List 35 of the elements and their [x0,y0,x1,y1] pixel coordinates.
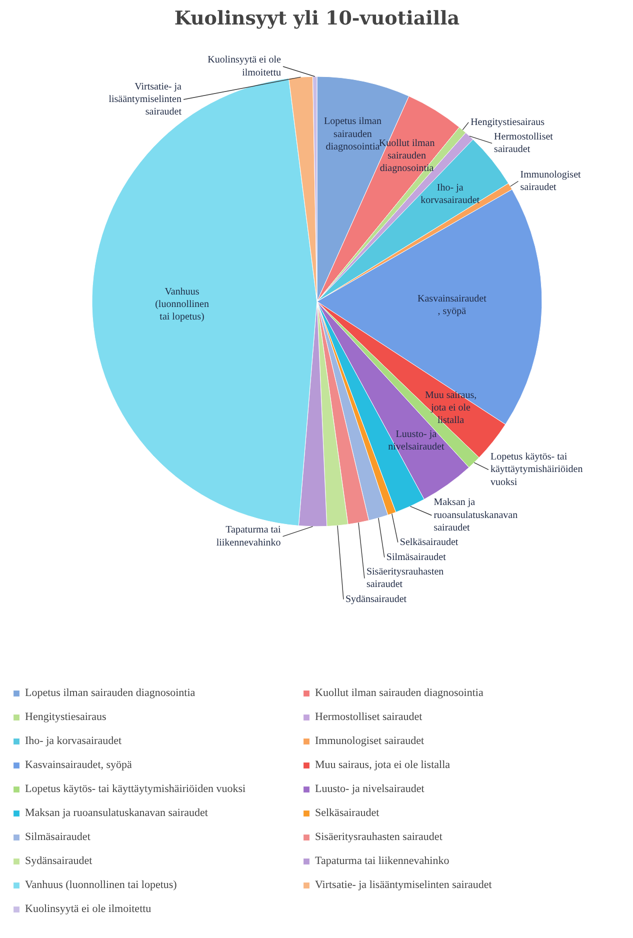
legend-label: Kuollut ilman sairauden diagnosointia [315,687,484,699]
legend-label: Sisäeritysrauhasten sairaudet [315,831,444,843]
legend-label: Immunologiset sairaudet [315,735,426,747]
legend-label: Tapaturma tai liikennevahinko [315,855,450,867]
slice-label: Kuolinsyytä ei ole ilmoitettu [208,54,282,78]
slice-label: Hengitystiesairaus [470,116,545,128]
slice-label: Sydänsairaudet [345,594,407,605]
legend-label: Luusto- ja nivelsairaudet [315,783,426,795]
legend-label: Sydänsairaudet [25,855,94,867]
legend-label: Hengitystiesairaus [25,711,108,723]
legend-label: Selkäsairaudet [315,807,380,819]
legend-label: Maksan ja ruoansulatuskanavan sairaudet [25,807,209,819]
slice-label: Hermostolliset sairaudet [494,132,554,156]
slice-label: Kasvainsairaudet , syöpä [418,293,487,318]
slice-label: Sisäeritysrauhasten sairaudet [366,566,444,590]
legend-label: Virtsatie- ja lisääntymiselinten sairaudet [315,879,493,891]
slice-label: Vanhuus (luonnollinen tai lopetus) [155,286,209,323]
legend-label: Lopetus käytös- tai käyttäytymishäiriöiden vuoksi [25,783,247,795]
slice-label: Tapaturma tai liikennevahinko [216,524,281,548]
legend-label: Lopetus ilman sairauden diagnosointia [25,687,196,699]
slice-label: Lopetus käytös- tai käyttäytymishäiriöiden vuoksi [490,452,583,488]
chart-title: Kuolinsyyt yli 10-vuotiailla [174,8,460,30]
legend-label: Iho- ja korvasairaudet [25,735,123,747]
legend-label: Muu sairaus, jota ei ole listalla [315,759,452,771]
slice-label: Maksan ja ruoansulatuskanavan sairaudet [434,497,518,534]
slice-label: Silmäsairaudet [386,552,446,563]
slice-label: Selkäsairaudet [400,536,458,548]
legend-label: Hermostolliset sairaudet [315,711,424,723]
legend-label: Vanhuus (luonnollinen tai lopetus) [25,879,178,891]
legend-label: Kasvainsairaudet, syöpä [25,759,133,771]
legend-label: Silmäsairaudet [25,831,92,843]
slice-label: Immunologiset sairaudet [520,169,582,194]
slice-label: Iho- ja korvasairaudet [420,182,480,206]
legend-label: Kuolinsyytä ei ole ilmoitettu [25,903,152,915]
slice-label: Virtsatie- ja lisääntymiselinten sairaudet [108,81,182,118]
